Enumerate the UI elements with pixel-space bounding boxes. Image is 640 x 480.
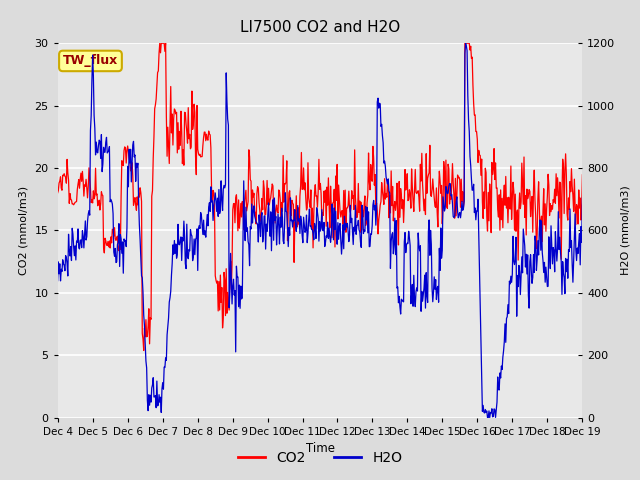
Legend: CO2, H2O: CO2, H2O [232, 445, 408, 471]
Title: LI7500 CO2 and H2O: LI7500 CO2 and H2O [240, 20, 400, 35]
X-axis label: Time: Time [305, 442, 335, 455]
Y-axis label: H2O (mmol/m3): H2O (mmol/m3) [621, 186, 631, 275]
Text: TW_flux: TW_flux [63, 54, 118, 67]
Y-axis label: CO2 (mmol/m3): CO2 (mmol/m3) [19, 186, 29, 275]
